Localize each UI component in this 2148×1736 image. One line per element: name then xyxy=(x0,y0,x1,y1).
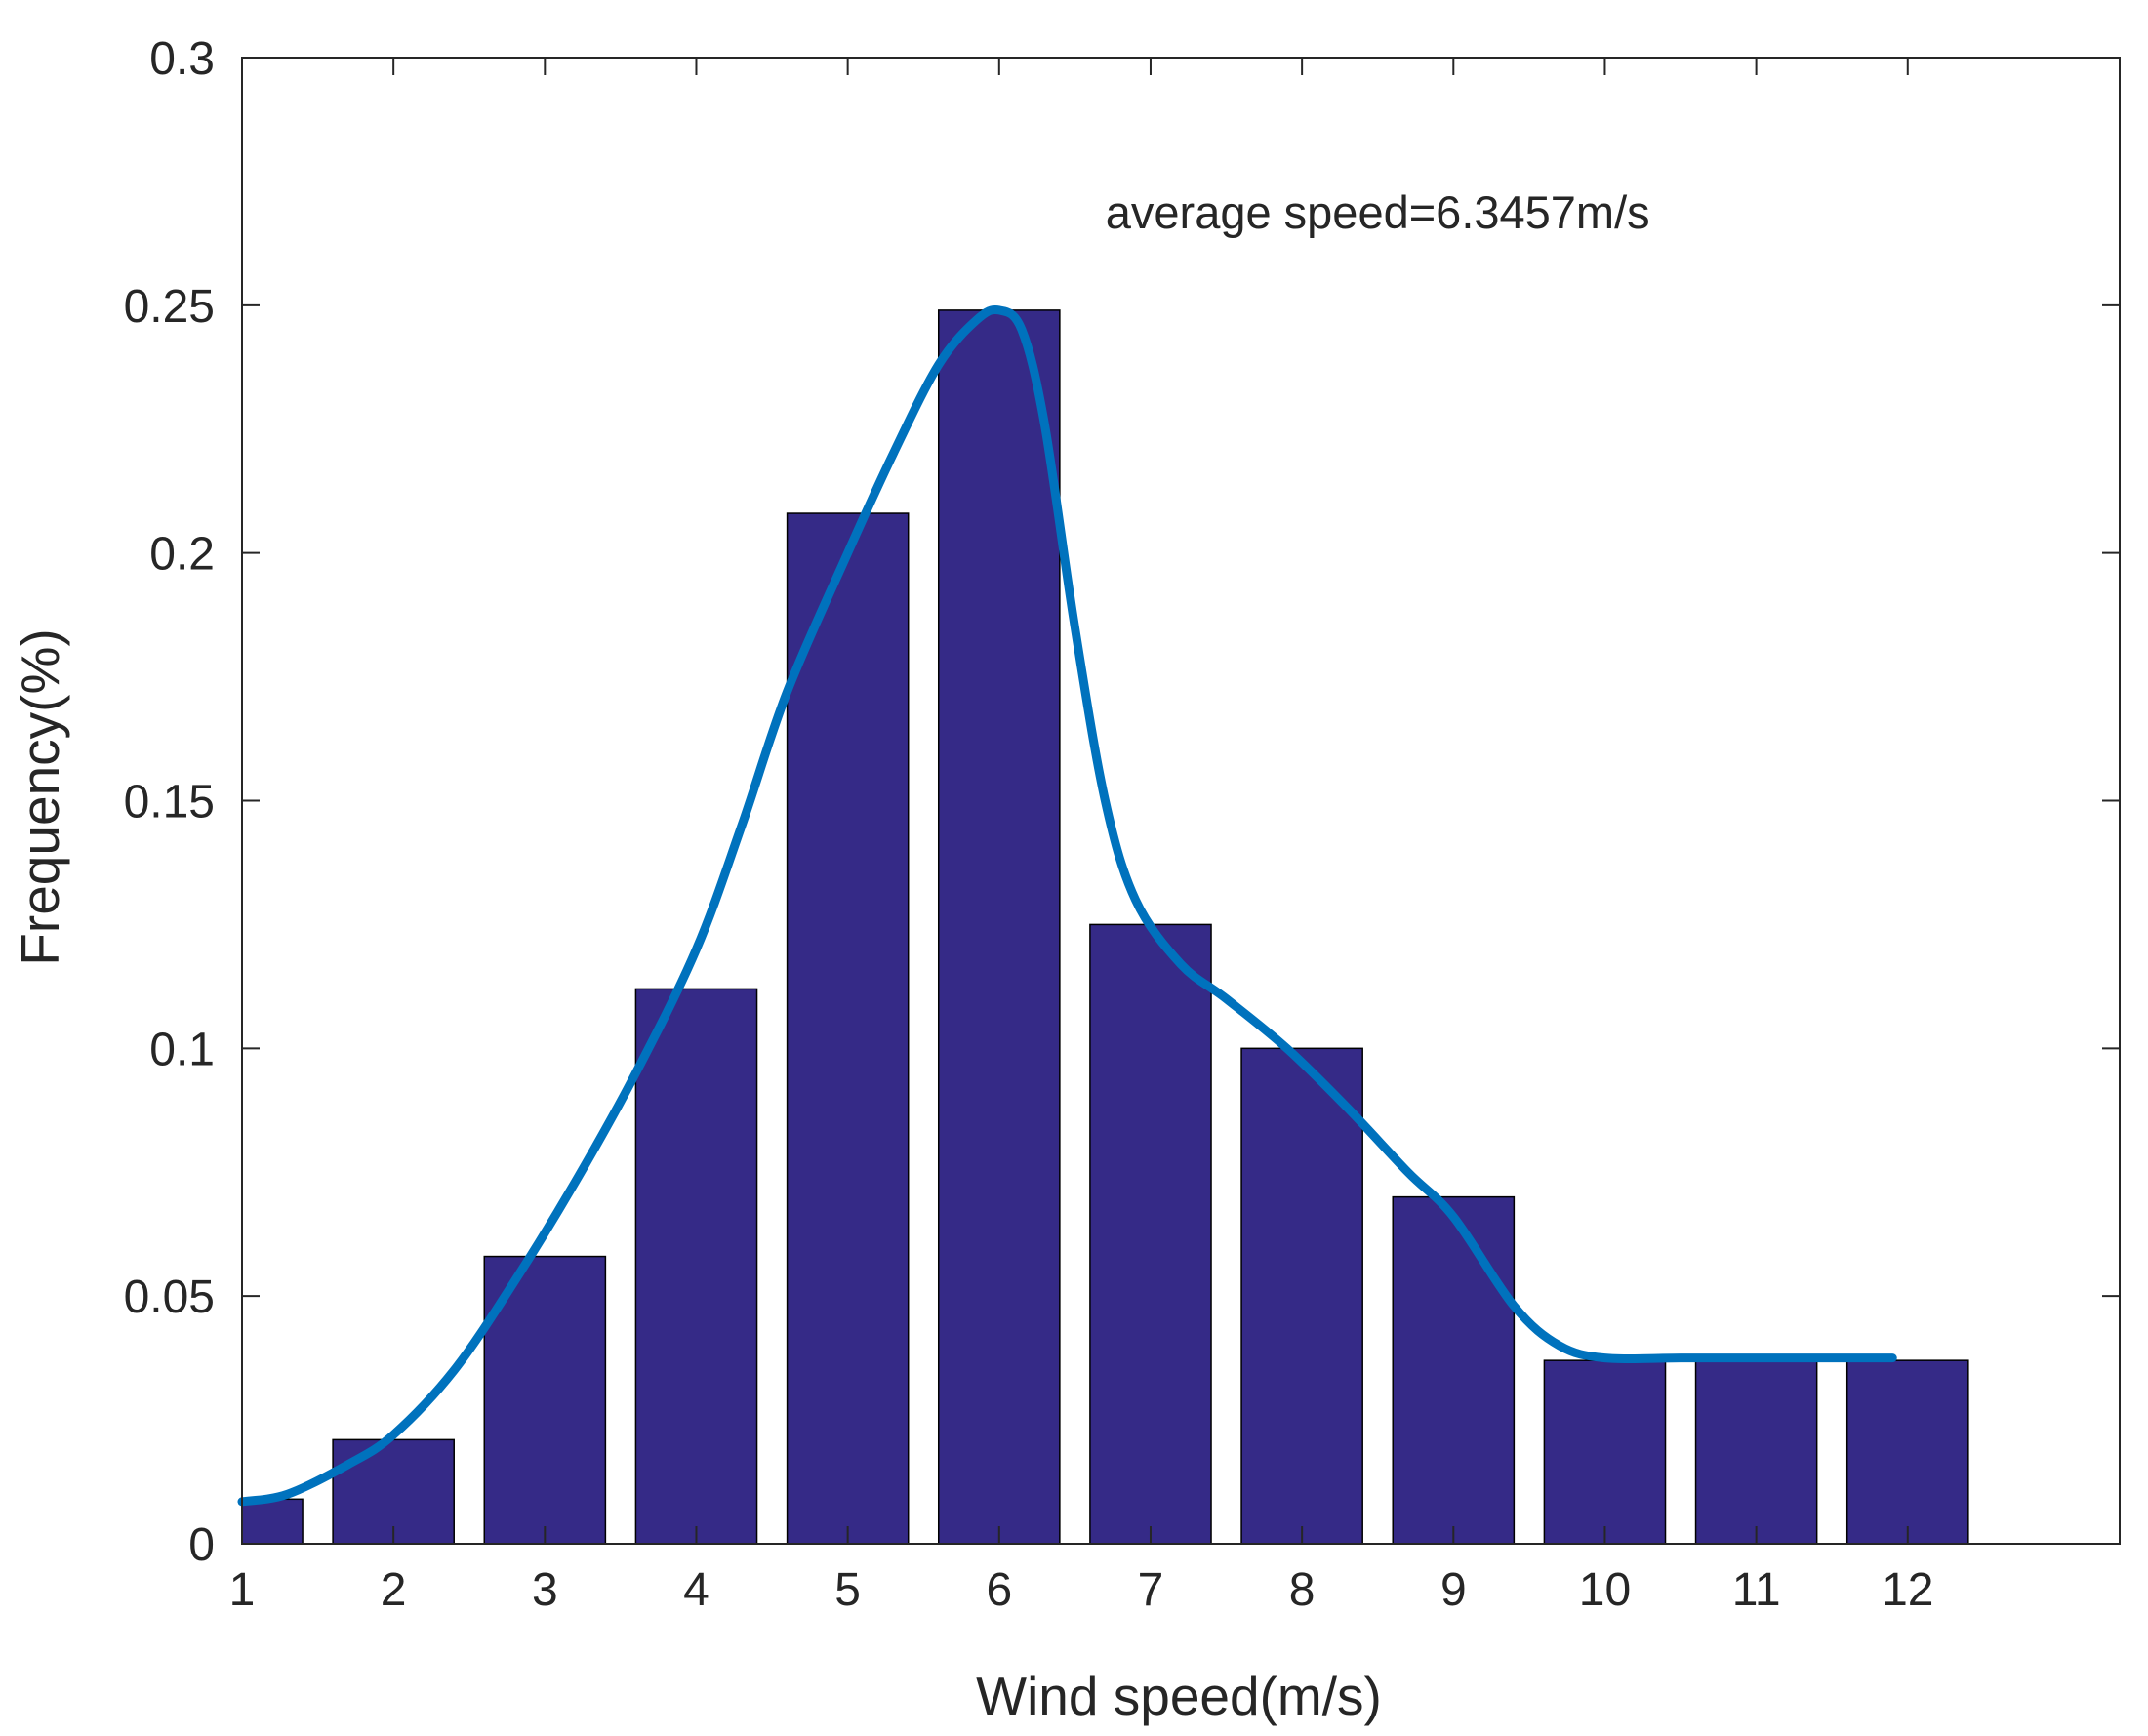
y-tick-label: 0 xyxy=(188,1519,215,1571)
bar-3 xyxy=(483,1255,607,1544)
x-tick-label: 4 xyxy=(683,1564,709,1616)
y-tick-label: 0.25 xyxy=(124,281,215,333)
y-axis-title: Frequency(%) xyxy=(10,628,70,965)
y-tick-label: 0.3 xyxy=(149,33,215,85)
bar-11 xyxy=(1694,1359,1818,1544)
x-axis-ticks: 1 2 3 4 5 6 7 8 9 10 11 12 xyxy=(229,58,1933,1616)
x-tick-label: 3 xyxy=(532,1564,558,1616)
bar-12 xyxy=(1845,1359,1969,1544)
average-speed-annotation: average speed=6.3457m/s xyxy=(1106,186,1650,238)
x-tick-label: 11 xyxy=(1732,1564,1781,1616)
x-tick-label: 7 xyxy=(1138,1564,1164,1616)
fitted-curve-line xyxy=(237,304,1897,1507)
x-tick-label: 5 xyxy=(834,1564,861,1616)
bar-6 xyxy=(937,309,1061,1544)
x-tick-label: 1 xyxy=(229,1564,256,1616)
y-tick-label: 0.05 xyxy=(124,1272,215,1323)
y-axis-ticks: 0 0.05 0.1 0.15 0.2 0.25 0.3 xyxy=(124,33,2120,1571)
bar-8 xyxy=(1240,1047,1363,1544)
x-tick-label: 12 xyxy=(1882,1564,1933,1616)
x-tick-label: 8 xyxy=(1289,1564,1316,1616)
x-axis-title: Wind speed(m/s) xyxy=(976,1666,1382,1726)
bar-series xyxy=(242,309,1969,1544)
fitted-curve-series xyxy=(237,304,1897,1507)
bar-9 xyxy=(1392,1195,1516,1544)
x-tick-label: 6 xyxy=(986,1564,1012,1616)
bar-5 xyxy=(786,512,910,1544)
bar-4 xyxy=(634,988,758,1544)
y-tick-label: 0.15 xyxy=(124,777,215,828)
x-tick-label: 10 xyxy=(1579,1564,1631,1616)
y-tick-label: 0.2 xyxy=(149,529,215,581)
bar-7 xyxy=(1089,923,1212,1544)
x-tick-label: 2 xyxy=(381,1564,407,1616)
x-tick-label: 9 xyxy=(1440,1564,1467,1616)
bar-10 xyxy=(1543,1359,1667,1544)
y-tick-label: 0.1 xyxy=(149,1024,215,1075)
bar-1 xyxy=(242,1498,304,1544)
